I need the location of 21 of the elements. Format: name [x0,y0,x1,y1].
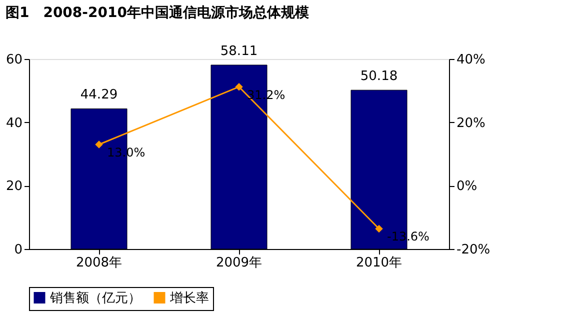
data-label: 44.29 [80,88,118,103]
y-tick-label: 0 [14,242,22,258]
y2-tick-label: 40% [456,52,486,68]
chart-title: 图1 2008-2010年中国通信电源市场总体规模 [5,4,310,21]
y2-tick-label: 20% [456,116,486,131]
y-tick-label: 20 [6,179,22,194]
legend-label: 增长率 [169,290,209,306]
point [235,82,243,91]
data-label: 31.2% [247,88,286,102]
x-tick-label: 2008年 [76,256,122,270]
legend-label: 销售额（亿元） [49,290,141,306]
y-tick-label: 40 [6,116,22,131]
point [95,140,103,148]
point [375,224,383,233]
y2-tick-label: 0% [456,179,478,194]
data-label: 50.18 [360,69,398,84]
data-label: 58.11 [220,44,258,59]
y2-tick-label: -20% [456,242,490,258]
y-tick-label: 60 [6,52,22,68]
x-tick-label: 2009年 [216,256,262,270]
x-tick-label: 2010年 [356,256,402,270]
